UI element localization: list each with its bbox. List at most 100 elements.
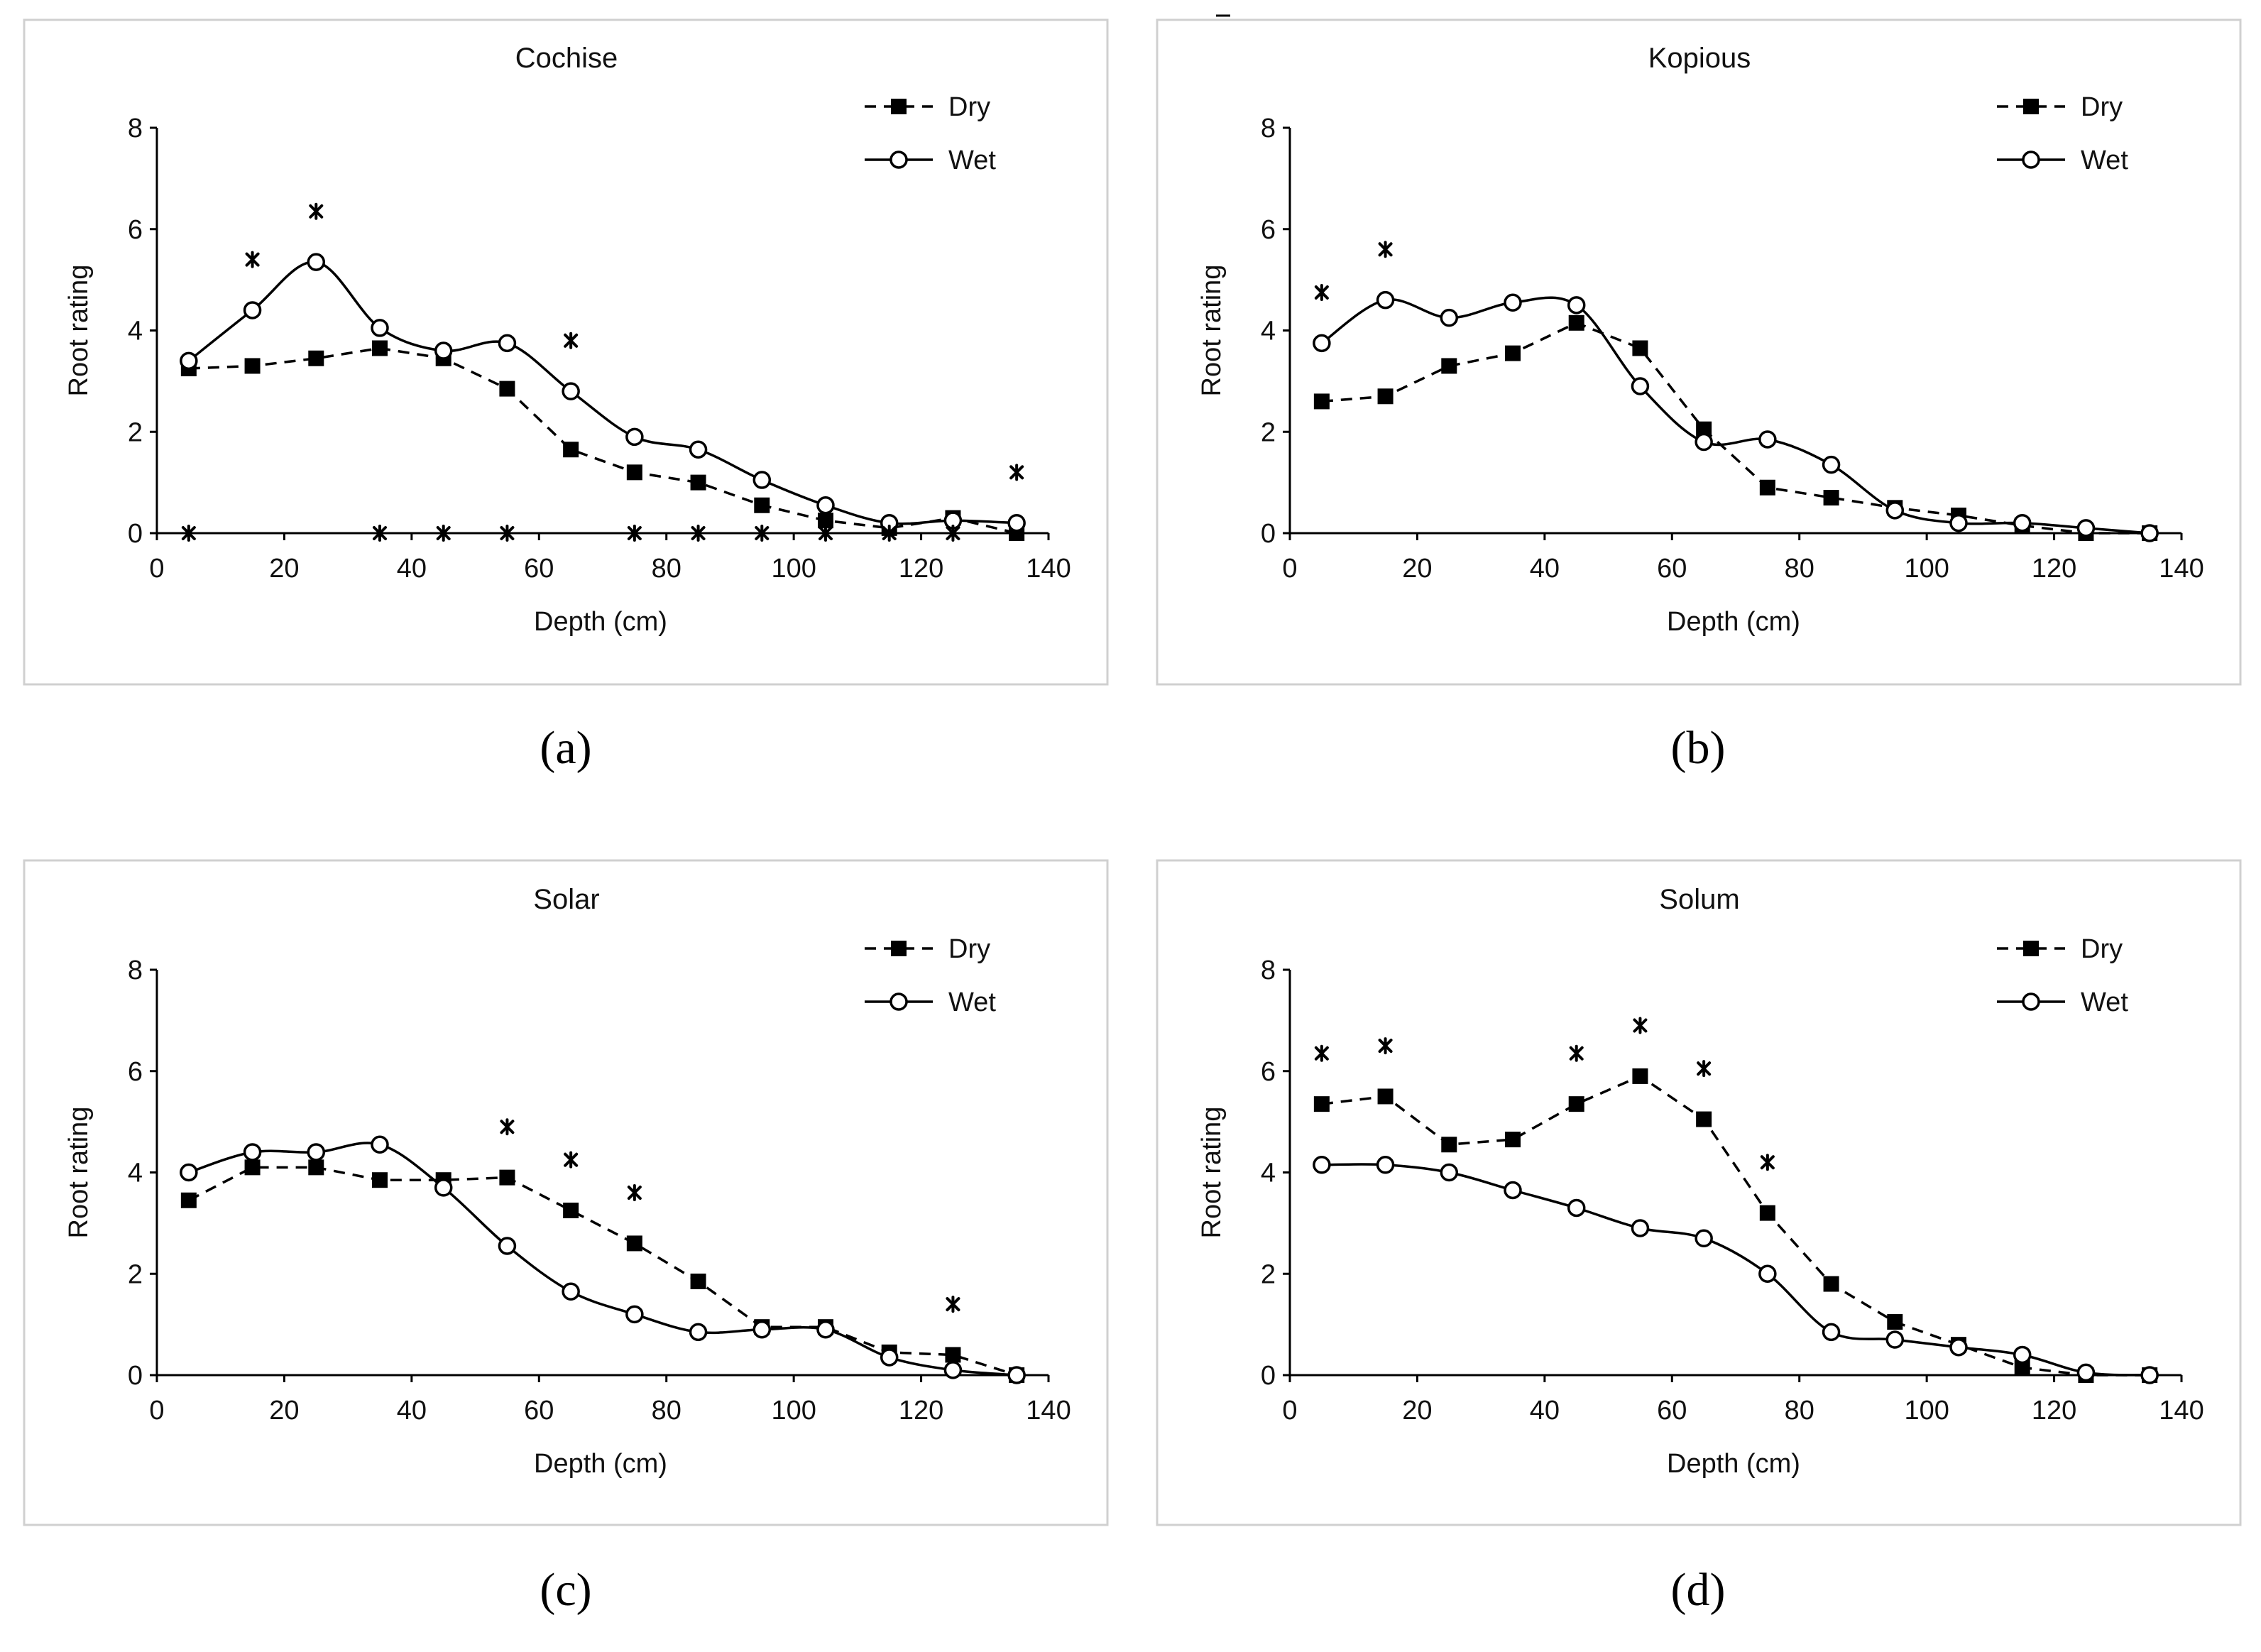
significance-asterisk (946, 525, 960, 542)
data-point-wet (2076, 1363, 2096, 1382)
significance-asterisk (1378, 241, 1393, 258)
x-tick-label: 100 (1904, 1396, 1949, 1426)
chart-frame (23, 18, 1109, 686)
data-point-wet (1007, 513, 1026, 532)
panel-caption: (d) (1671, 1564, 1726, 1616)
x-axis-title: Depth (cm) (534, 1449, 667, 1479)
significance-asterisk (819, 525, 833, 542)
data-point-dry (1377, 1088, 1394, 1105)
x-tick-label: 80 (1785, 554, 1814, 584)
data-point-wet (625, 1305, 644, 1324)
x-tick-label: 20 (1402, 1396, 1432, 1426)
legend-entry-dry: Dry (865, 934, 990, 964)
significance-asterisk (1760, 1154, 1775, 1171)
legend-label: Dry (948, 92, 990, 122)
x-tick-label: 40 (397, 554, 427, 584)
legend-marker (2022, 992, 2040, 1011)
data-point-dry (690, 1273, 706, 1289)
data-point-wet (434, 1178, 453, 1197)
data-point-wet (752, 1320, 772, 1339)
y-tick-label: 4 (1261, 317, 1276, 346)
data-point-dry (1313, 1096, 1330, 1112)
data-point-dry (1568, 314, 1584, 331)
data-point-wet (562, 1282, 580, 1301)
significance-asterisk (691, 525, 706, 542)
chart-frame (1156, 18, 2242, 686)
x-tick-label: 120 (2032, 554, 2076, 584)
data-point-dry (1823, 1276, 1839, 1292)
data-point-wet (243, 301, 262, 319)
data-point-wet (752, 471, 772, 489)
x-tick-label: 140 (2159, 554, 2203, 584)
data-point-wet (180, 1163, 198, 1182)
legend-marker (2023, 99, 2039, 114)
data-point-wet (2013, 1345, 2032, 1364)
y-axis-title: Root rating (64, 265, 94, 397)
y-tick-label: 4 (128, 317, 143, 346)
series-line-dry (188, 346, 1017, 535)
legend-entry-wet: Wet (1997, 988, 2128, 1017)
data-point-wet (689, 1323, 708, 1342)
x-tick-label: 140 (2159, 1396, 2203, 1426)
data-point-wet (1758, 1264, 1777, 1283)
chart-title: Solum (1659, 884, 1739, 915)
data-point-wet (816, 1320, 835, 1339)
data-point-dry (372, 1172, 388, 1188)
y-tick-label: 4 (1261, 1159, 1276, 1188)
data-point-dry (1505, 345, 1521, 361)
y-tick-label: 8 (1261, 956, 1276, 985)
y-tick-label: 8 (128, 114, 143, 143)
x-tick-label: 20 (1402, 554, 1432, 584)
x-tick-label: 20 (269, 554, 299, 584)
significance-asterisk (627, 525, 642, 542)
data-point-dry (1887, 1314, 1903, 1330)
data-point-dry (499, 381, 515, 397)
legend-entry-wet: Wet (865, 146, 996, 175)
x-tick-label: 80 (652, 1396, 681, 1426)
significance-asterisk (500, 525, 515, 542)
chart-title: Cochise (515, 43, 618, 74)
significance-asterisk (500, 1118, 515, 1136)
legend-marker (891, 941, 907, 956)
data-point-dry (1441, 358, 1457, 374)
significance-asterisk (1314, 283, 1329, 301)
data-point-dry (1696, 421, 1712, 437)
data-point-wet (1313, 1156, 1331, 1174)
x-tick-label: 100 (771, 554, 816, 584)
legend-label: Wet (2081, 988, 2128, 1017)
data-point-wet (1758, 430, 1777, 449)
data-point-dry (1568, 1096, 1584, 1112)
data-point-dry (690, 474, 706, 491)
data-point-wet (2140, 1366, 2159, 1384)
x-tick-label: 0 (149, 554, 164, 584)
data-point-wet (307, 1143, 326, 1161)
legend-label: Wet (2081, 146, 2128, 175)
significance-asterisk (1633, 1017, 1648, 1034)
x-tick-label: 120 (899, 554, 943, 584)
data-point-wet (625, 427, 644, 447)
y-axis-title: Root rating (1197, 265, 1227, 397)
data-point-wet (1504, 1181, 1522, 1200)
x-tick-label: 40 (1530, 1396, 1560, 1426)
data-point-dry (1313, 393, 1330, 410)
legend-label: Dry (948, 934, 990, 964)
data-point-dry (244, 358, 261, 374)
data-point-wet (1567, 1198, 1586, 1218)
x-tick-label: 60 (524, 554, 554, 584)
legend-entry-wet: Wet (865, 988, 996, 1017)
chart-frame (23, 859, 1109, 1526)
series-line-wet (188, 1142, 1017, 1377)
x-tick-label: 140 (1026, 1396, 1071, 1426)
panel-caption: (b) (1671, 722, 1726, 774)
data-point-dry (1759, 1205, 1775, 1221)
data-point-dry (499, 1169, 515, 1186)
x-tick-label: 40 (397, 1396, 427, 1426)
significance-asterisk (627, 1184, 642, 1202)
x-tick-label: 100 (1904, 554, 1949, 584)
data-point-wet (1007, 1366, 1026, 1384)
significance-asterisk (1009, 464, 1024, 481)
x-tick-label: 40 (1530, 554, 1560, 584)
data-point-wet (1822, 455, 1841, 474)
